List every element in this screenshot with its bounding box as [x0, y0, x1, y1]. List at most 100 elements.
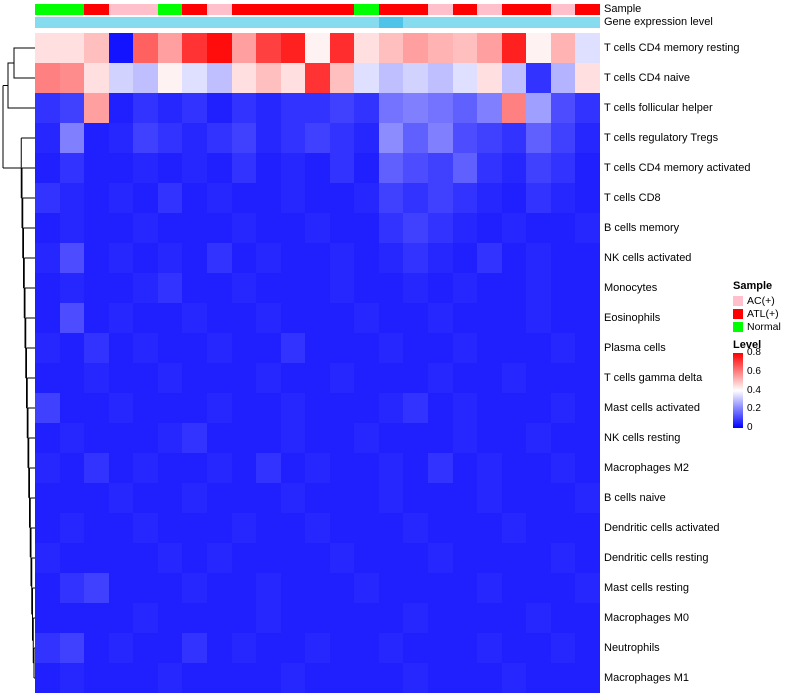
heatmap-cell: [206, 213, 232, 243]
heatmap-cell: [59, 543, 85, 573]
heatmap-cell: [182, 63, 207, 93]
heatmap-cell: [157, 363, 183, 393]
heatmap-cell: [428, 543, 453, 573]
heatmap-cell: [59, 453, 85, 483]
heatmap-cell: [354, 393, 379, 423]
heatmap-cell: [108, 483, 134, 513]
heatmap-cell: [550, 513, 576, 543]
heatmap-cell: [477, 543, 502, 573]
heatmap-cell: [501, 543, 527, 573]
heatmap-cell: [182, 153, 207, 183]
heatmap-cell: [157, 483, 183, 513]
heatmap-cell: [280, 633, 306, 663]
row-label: Dendritic cells resting: [604, 552, 709, 564]
heatmap-cell: [550, 93, 576, 123]
heatmap-cell: [501, 273, 527, 303]
heatmap-cell: [378, 483, 404, 513]
heatmap-cell: [575, 213, 600, 243]
heatmap-cell: [182, 33, 207, 63]
heatmap-cell: [452, 363, 478, 393]
heatmap-cell: [550, 543, 576, 573]
heatmap-cell: [550, 153, 576, 183]
heatmap-cell: [550, 303, 576, 333]
gene-expression-annotation-block: [256, 17, 281, 28]
gene-expression-annotation-block: [35, 17, 60, 28]
heatmap-cell: [35, 633, 60, 663]
heatmap-cell: [452, 393, 478, 423]
heatmap-cell: [305, 513, 330, 543]
heatmap-cell: [501, 33, 527, 63]
heatmap-cell: [280, 33, 306, 63]
heatmap-cell: [231, 183, 257, 213]
heatmap-cell: [35, 303, 60, 333]
gene-expression-annotation-block: [206, 17, 232, 28]
heatmap-cell: [329, 303, 355, 333]
heatmap-cell: [575, 363, 600, 393]
legend-sample-title: Sample: [733, 280, 773, 292]
heatmap-cell: [133, 243, 158, 273]
heatmap-cell: [354, 573, 379, 603]
heatmap-cell: [378, 333, 404, 363]
heatmap-cell: [256, 393, 281, 423]
heatmap-cell: [256, 153, 281, 183]
heatmap-cell: [526, 453, 551, 483]
heatmap-cell: [305, 93, 330, 123]
heatmap-cell: [452, 273, 478, 303]
sample-annotation-block: [182, 4, 207, 15]
heatmap-cell: [84, 513, 109, 543]
sample-annotation-block: [206, 4, 232, 15]
heatmap-cell: [477, 33, 502, 63]
heatmap-cell: [403, 213, 429, 243]
heatmap-cell: [305, 303, 330, 333]
heatmap-cell: [35, 333, 60, 363]
heatmap-cell: [206, 63, 232, 93]
heatmap-cell: [354, 33, 379, 63]
gene-expression-annotation-block: [452, 17, 478, 28]
heatmap-cell: [133, 543, 158, 573]
heatmap-cell: [550, 243, 576, 273]
heatmap-cell: [501, 663, 527, 693]
heatmap-cell: [477, 513, 502, 543]
heatmap-cell: [477, 603, 502, 633]
sample-annotation-block: [329, 4, 355, 15]
heatmap-cell: [108, 513, 134, 543]
heatmap-cell: [59, 513, 85, 543]
heatmap-cell: [182, 423, 207, 453]
heatmap-cell: [35, 483, 60, 513]
sample-annotation-block: [477, 4, 502, 15]
heatmap-cell: [133, 93, 158, 123]
heatmap-cell: [452, 573, 478, 603]
level-tick-labels: 0.8 0.6 0.4 0.2 0: [747, 348, 787, 433]
gene-expression-annotation-block: [575, 17, 600, 28]
heatmap-cell: [501, 603, 527, 633]
heatmap-cell: [305, 393, 330, 423]
heatmap-cell: [84, 123, 109, 153]
heatmap-cell: [452, 633, 478, 663]
heatmap-cell: [59, 93, 85, 123]
gene-expression-annotation-block: [157, 17, 183, 28]
row-label: T cells CD4 naive: [604, 72, 690, 84]
heatmap-cell: [59, 363, 85, 393]
heatmap-cell: [84, 213, 109, 243]
heatmap-cell: [35, 33, 60, 63]
row-label: T cells CD8: [604, 192, 661, 204]
heatmap-cell: [84, 93, 109, 123]
heatmap-cell: [526, 213, 551, 243]
heatmap-cell: [35, 273, 60, 303]
gene-expression-annotation-block: [305, 17, 330, 28]
heatmap-cell: [59, 633, 85, 663]
heatmap-cell: [157, 63, 183, 93]
heatmap-cell: [526, 333, 551, 363]
heatmap-cell: [280, 513, 306, 543]
heatmap-cell: [256, 663, 281, 693]
heatmap-cell: [575, 483, 600, 513]
gene-expression-annotation-block: [526, 17, 551, 28]
heatmap-cell: [280, 243, 306, 273]
heatmap-cell: [452, 333, 478, 363]
heatmap-cell: [182, 453, 207, 483]
legend-color-swatch: [733, 295, 743, 306]
heatmap-cell: [84, 603, 109, 633]
heatmap-cell: [526, 93, 551, 123]
level-tick-label: 0.4: [747, 384, 761, 396]
gene-expression-annotation-block: [231, 17, 257, 28]
